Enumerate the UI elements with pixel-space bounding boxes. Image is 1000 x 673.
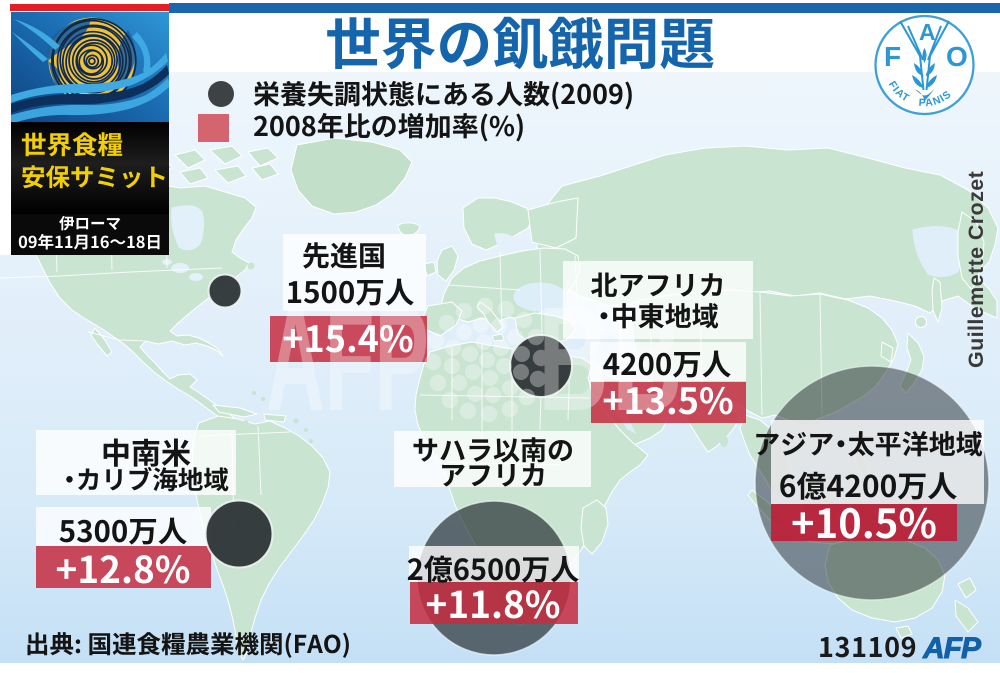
svg-text:A: A — [919, 19, 936, 45]
svg-text:Guillemette Crozet: Guillemette Crozet — [964, 171, 988, 368]
svg-text:AFP: AFP — [266, 277, 429, 442]
svg-text:F: F — [884, 41, 901, 72]
svg-text:O: O — [946, 41, 968, 72]
svg-text:AFP: AFP — [922, 632, 982, 665]
